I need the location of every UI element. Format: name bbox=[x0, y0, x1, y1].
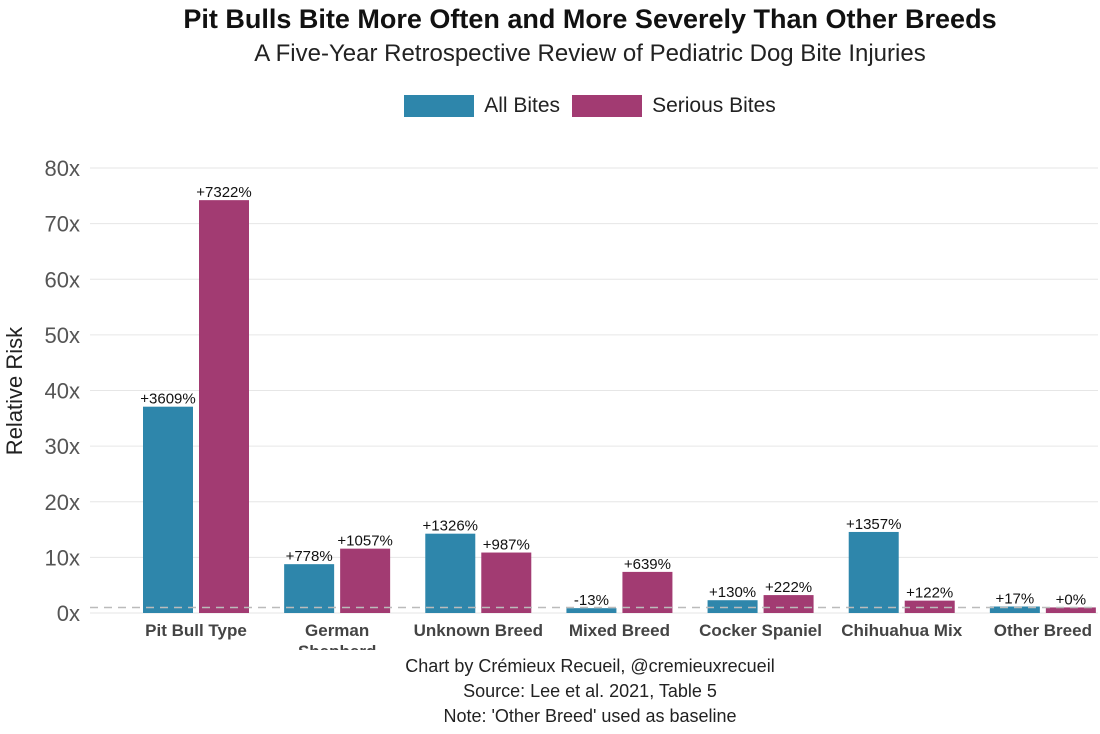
legend-swatch-all-bites bbox=[404, 95, 475, 117]
legend-swatch-serious-bites bbox=[572, 95, 643, 117]
y-tick-label: 20x bbox=[45, 490, 80, 515]
x-tick-label: Cocker Spaniel bbox=[699, 621, 822, 640]
bar-all-bites bbox=[989, 606, 1040, 613]
bar-value-label: -13% bbox=[574, 592, 609, 609]
bar-all-bites bbox=[425, 533, 476, 613]
legend-label-serious-bites: Serious Bites bbox=[652, 94, 776, 117]
y-tick-label: 80x bbox=[45, 156, 80, 181]
bar-serious-bites bbox=[763, 595, 814, 613]
bar-value-label: +17% bbox=[995, 590, 1034, 607]
bar-all-bites bbox=[143, 406, 193, 613]
bar-value-label: +0% bbox=[1056, 591, 1086, 608]
y-tick-label: 0x bbox=[57, 601, 80, 626]
caption-note: Note: 'Other Breed' used as baseline bbox=[443, 706, 737, 726]
bar-serious-bites bbox=[199, 200, 249, 613]
bar-serious-bites bbox=[904, 600, 955, 613]
bar-value-label: +1326% bbox=[423, 518, 478, 535]
caption-author: Chart by Crémieux Recueil, @cremieuxrecu… bbox=[405, 656, 775, 676]
bars bbox=[143, 200, 1096, 613]
chart-title: Pit Bulls Bite More Often and More Sever… bbox=[183, 4, 997, 34]
legend: All Bites Serious Bites bbox=[0, 94, 1100, 118]
x-axis: Pit Bull Type German Shepherd Unknown Breed… bbox=[145, 621, 1092, 650]
bar-value-label: +222% bbox=[765, 579, 812, 596]
x-tick-label: Other Breed bbox=[994, 621, 1092, 640]
caption-source: Source: Lee et al. 2021, Table 5 bbox=[463, 681, 717, 701]
bar-all-bites bbox=[284, 564, 335, 613]
y-tick-label: 70x bbox=[45, 212, 80, 237]
bar-value-label: +122% bbox=[906, 585, 953, 602]
bar-labels: +3609% +7322% +778%+1057% +1326% +987% -13% +6… bbox=[140, 184, 1086, 609]
bar-all-bites bbox=[848, 531, 899, 613]
bar-value-label: +987% bbox=[483, 537, 530, 554]
x-tick-label: German bbox=[305, 621, 369, 640]
bar-value-label: +639% bbox=[624, 556, 671, 573]
y-axis-label: Relative Risk bbox=[2, 326, 27, 455]
bar-all-bites bbox=[566, 608, 617, 613]
bar-value-label: +3609% bbox=[140, 391, 195, 408]
y-tick-label: 50x bbox=[45, 323, 80, 348]
chart-subtitle: A Five-Year Retrospective Review of Pedi… bbox=[254, 40, 926, 67]
bar-serious-bites bbox=[481, 552, 532, 613]
bar-value-label: +1057% bbox=[337, 533, 392, 550]
y-tick-label: 60x bbox=[45, 267, 80, 292]
x-tick-label: Mixed Breed bbox=[569, 621, 670, 640]
legend-label-all-bites: All Bites bbox=[484, 94, 561, 117]
bar-value-label: +778% bbox=[286, 548, 333, 565]
bar-chart: 0x 10x 20x 30x 40x 50x 60x 70x 80x Relative Risk… bbox=[2, 156, 1098, 650]
x-tick-label: Chihuahua Mix bbox=[841, 621, 962, 640]
y-tick-label: 40x bbox=[45, 379, 80, 404]
y-axis: 0x 10x 20x 30x 40x 50x 60x 70x 80x bbox=[45, 156, 80, 626]
y-tick-label: 30x bbox=[45, 434, 80, 459]
legend-item-serious-bites: Serious Bites bbox=[572, 94, 776, 118]
bar-value-label: +7322% bbox=[196, 184, 251, 201]
x-tick-label: Pit Bull Type bbox=[145, 621, 247, 640]
y-tick-label: 10x bbox=[45, 545, 80, 570]
bar-value-label: +130% bbox=[709, 584, 756, 601]
bar-serious-bites bbox=[1045, 607, 1096, 613]
legend-item-all-bites: All Bites bbox=[404, 94, 560, 118]
bar-serious-bites bbox=[622, 571, 673, 613]
x-tick-label: Shepherd bbox=[298, 642, 376, 650]
bar-value-label: +1357% bbox=[846, 516, 901, 533]
bar-all-bites bbox=[707, 600, 758, 613]
bar-serious-bites bbox=[340, 548, 391, 613]
x-tick-label: Unknown Breed bbox=[414, 621, 543, 640]
